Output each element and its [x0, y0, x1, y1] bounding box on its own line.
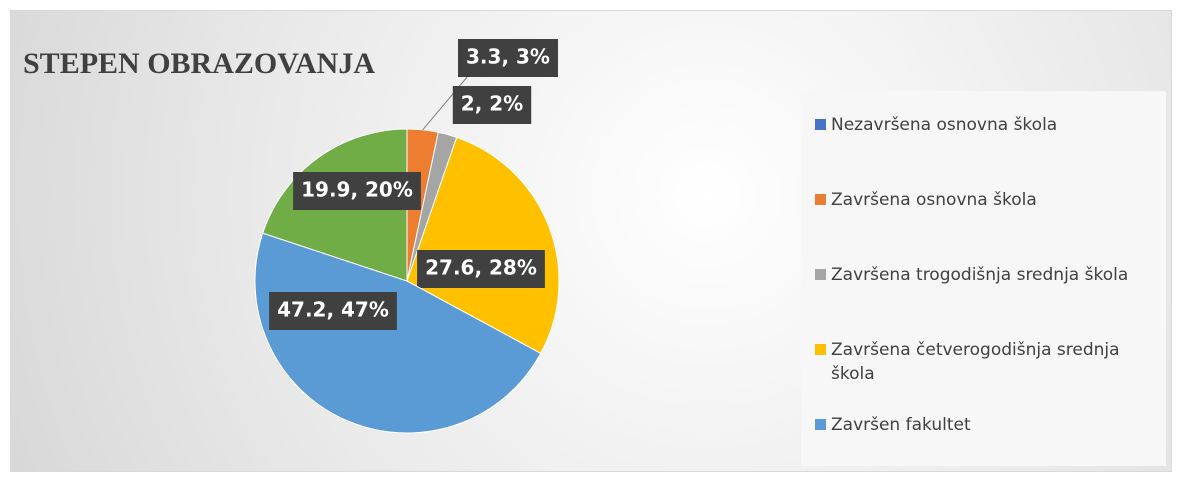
legend-swatch — [815, 194, 826, 205]
data-label: 3.3, 3% — [458, 39, 558, 77]
legend-item: Nezavršena osnovna škola — [815, 113, 1160, 137]
data-label: 19.9, 20% — [293, 172, 421, 210]
data-label-box — [417, 250, 545, 288]
data-label-text: 3.3, 3% — [466, 45, 550, 69]
chart-title: STEPEN OBRAZOVANJA — [23, 47, 375, 80]
legend-item: Završena trogodišnja srednja škola — [815, 263, 1160, 287]
pie-slice — [254, 232, 542, 434]
data-label-text: 2, 2% — [461, 92, 523, 116]
data-label-box — [269, 292, 397, 330]
pie-slice — [406, 136, 560, 355]
data-label-text: 27.6, 28% — [425, 256, 537, 280]
legend-item: Završena osnovna škola — [815, 188, 1160, 212]
legend-label: Završen fakultet — [831, 415, 971, 435]
data-label: 2, 2% — [452, 86, 532, 124]
legend-item: Završena četverogodišnja srednja škola — [815, 338, 1160, 386]
data-label-text: 19.9, 20% — [301, 178, 413, 202]
legend-label: Nezavršena osnovna škola — [831, 115, 1058, 135]
leader-line — [422, 75, 469, 131]
legend: Nezavršena osnovna škola Završena osnovna… — [801, 91, 1166, 466]
legend-label: Završena osnovna škola — [831, 190, 1037, 210]
legend-swatch — [815, 119, 826, 130]
legend-label: Završena četverogodišnja srednja škola — [831, 340, 1120, 384]
data-label-box — [452, 86, 532, 124]
data-label-box — [458, 39, 558, 77]
legend-swatch — [815, 419, 826, 430]
legend-item: Završen fakultet — [815, 413, 1160, 437]
legend-swatch — [815, 344, 826, 355]
data-label-box — [293, 172, 421, 210]
data-label: 47.2, 47% — [269, 292, 397, 330]
data-label: 27.6, 28% — [417, 250, 545, 288]
chart-area: STEPEN OBRAZOVANJA 3.3, 3% 2, 2% 27.6, 28%… — [10, 10, 1172, 472]
data-label-text: 47.2, 47% — [277, 298, 389, 322]
legend-label: Završena trogodišnja srednja škola — [831, 265, 1129, 285]
chart: STEPEN OBRAZOVANJA 3.3, 3% 2, 2% 27.6, 28%… — [23, 39, 560, 434]
legend-swatch — [815, 269, 826, 280]
